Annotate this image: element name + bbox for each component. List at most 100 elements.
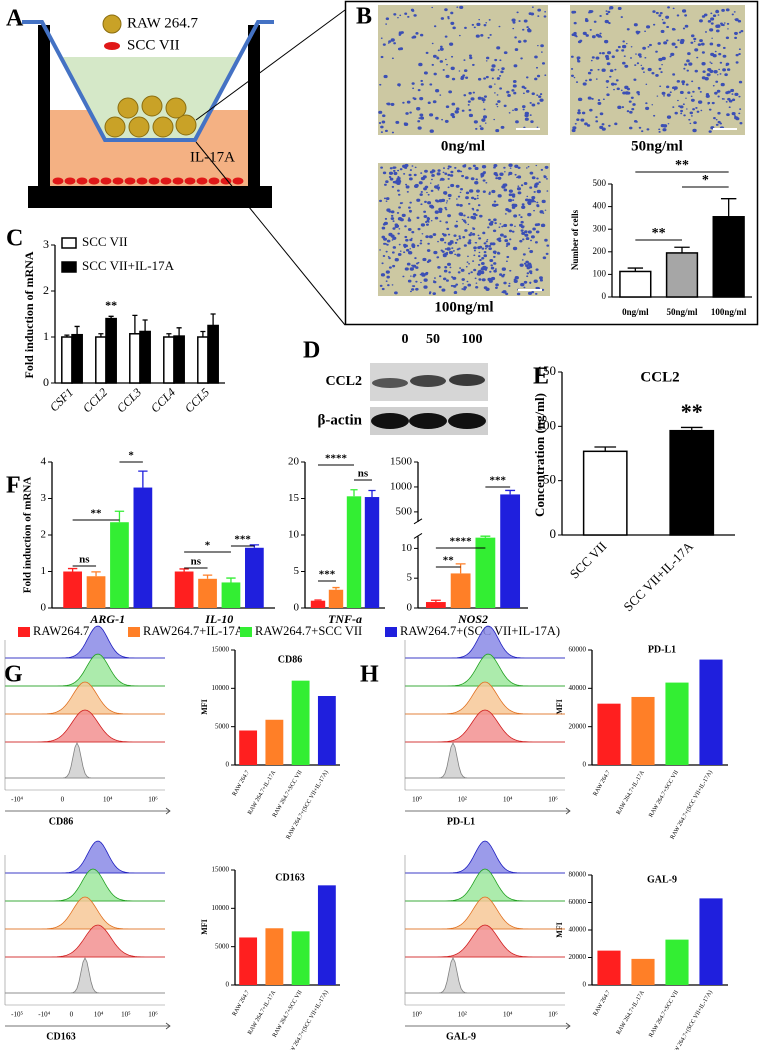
flow-tick-label: 10⁴ (103, 796, 113, 804)
well-wall (38, 25, 50, 195)
raw-cell (152, 116, 174, 138)
bar (291, 931, 310, 985)
bar (265, 719, 284, 765)
histogram (5, 742, 165, 779)
flow-tick-label: 10⁴ (503, 1011, 513, 1019)
error-bar (67, 567, 78, 572)
significance-label: * (702, 173, 709, 188)
y-tick-label: 0 (602, 291, 607, 301)
image-caption: 50ng/ml (631, 138, 683, 154)
y-tick-label: 3 (41, 492, 47, 504)
x-tick-label: 0ng/ml (622, 307, 649, 317)
legend-label: SCC VII (127, 37, 180, 53)
scc-cell (112, 177, 124, 185)
significance-label: ** (105, 298, 117, 312)
x-tick-label: CCL3 (114, 385, 144, 415)
significance-label: *** (319, 569, 336, 581)
bar (71, 333, 83, 384)
scc-cell (64, 177, 76, 185)
legend-label: RAW264.7 (33, 624, 89, 638)
histogram (5, 924, 165, 958)
legend-label: SCC VII+IL-17A (82, 258, 175, 273)
scale-bar (518, 289, 542, 291)
histogram (5, 957, 165, 994)
scc-cell (148, 177, 160, 185)
legend-label: RAW264.7+(SCC VII+IL-17A) (400, 624, 560, 638)
x-tick-label: 100ng/ml (711, 307, 747, 317)
y-tick-label: 4 (41, 456, 47, 468)
legend-raw (102, 14, 122, 34)
y-tick-label: 20000 (569, 953, 587, 961)
flow-tick-label: -10⁴ (38, 1011, 50, 1019)
y-tick-label: 2 (43, 283, 49, 297)
lane-label: 50 (426, 332, 440, 347)
bar (174, 571, 194, 608)
histogram (405, 896, 565, 930)
x-tick-label: 50ng/ml (666, 307, 698, 317)
error-bar (368, 489, 376, 498)
panel-letter: H (360, 662, 379, 688)
error-bar (226, 577, 236, 583)
flow-axis-label: GAL-9 (446, 1031, 476, 1042)
y-tick-label: 15 (288, 492, 300, 504)
y-tick-label: 0 (407, 602, 413, 614)
bar (475, 537, 496, 608)
x-tick-label: RAW 264.7 (232, 770, 251, 798)
legend-swatch (128, 627, 140, 637)
error-bar (202, 574, 213, 579)
bar (317, 885, 336, 985)
y-tick-label: 10 (288, 529, 300, 541)
x-tick-label: IL-10 (204, 612, 233, 626)
bar (712, 216, 745, 298)
chart-title: CD86 (278, 654, 302, 665)
histogram (405, 681, 565, 715)
bar (163, 336, 175, 384)
legend-swatch (61, 237, 77, 249)
flow-tick-label: 10⁰ (412, 796, 422, 804)
flow-tick-label: 0 (70, 1011, 74, 1019)
histogram (405, 924, 565, 958)
bar (133, 487, 153, 608)
medium-label: IL-17A (190, 149, 235, 165)
bar (198, 578, 217, 608)
y-tick-label: 150 (537, 363, 557, 378)
significance-label: * (128, 450, 134, 462)
scc-cell (88, 177, 100, 185)
histogram (5, 896, 165, 930)
legend-scc (104, 42, 120, 50)
error-bar (108, 315, 114, 319)
y-tick-label: 40000 (569, 684, 587, 692)
panel-letter: G (4, 662, 23, 688)
histogram (5, 653, 165, 687)
y-tick-label: 15000 (212, 646, 230, 654)
panel-letter: E (533, 364, 549, 390)
significance-label: ** (443, 555, 455, 567)
y-tick-label: 0 (294, 602, 300, 614)
image-caption: 0ng/ml (441, 138, 485, 154)
error-bar (332, 586, 340, 590)
well-base (28, 186, 272, 208)
error-bar (142, 319, 148, 332)
scc-cell (208, 177, 220, 185)
flow-tick-label: 10² (458, 796, 467, 804)
y-axis-label: Number of cells (570, 209, 580, 270)
bar (245, 547, 264, 608)
scc-cell (76, 177, 88, 185)
bar (239, 937, 258, 985)
bar (665, 682, 689, 765)
y-tick-label: 400 (593, 201, 607, 211)
well-wall (248, 25, 260, 195)
y-tick-label: 200 (593, 246, 607, 256)
error-bar (98, 333, 104, 337)
row-label: CCL2 (325, 374, 362, 389)
bar (207, 324, 219, 384)
significance-label: ** (681, 399, 703, 424)
panel-border (344, 0, 759, 326)
y-axis-label: Concentration (ng/ml) (532, 393, 547, 517)
flow-arrowhead (165, 807, 171, 815)
scc-cell (136, 177, 148, 185)
y-tick-label: 3 (43, 237, 49, 251)
scale-bar (713, 128, 737, 130)
raw-cell (141, 95, 163, 117)
